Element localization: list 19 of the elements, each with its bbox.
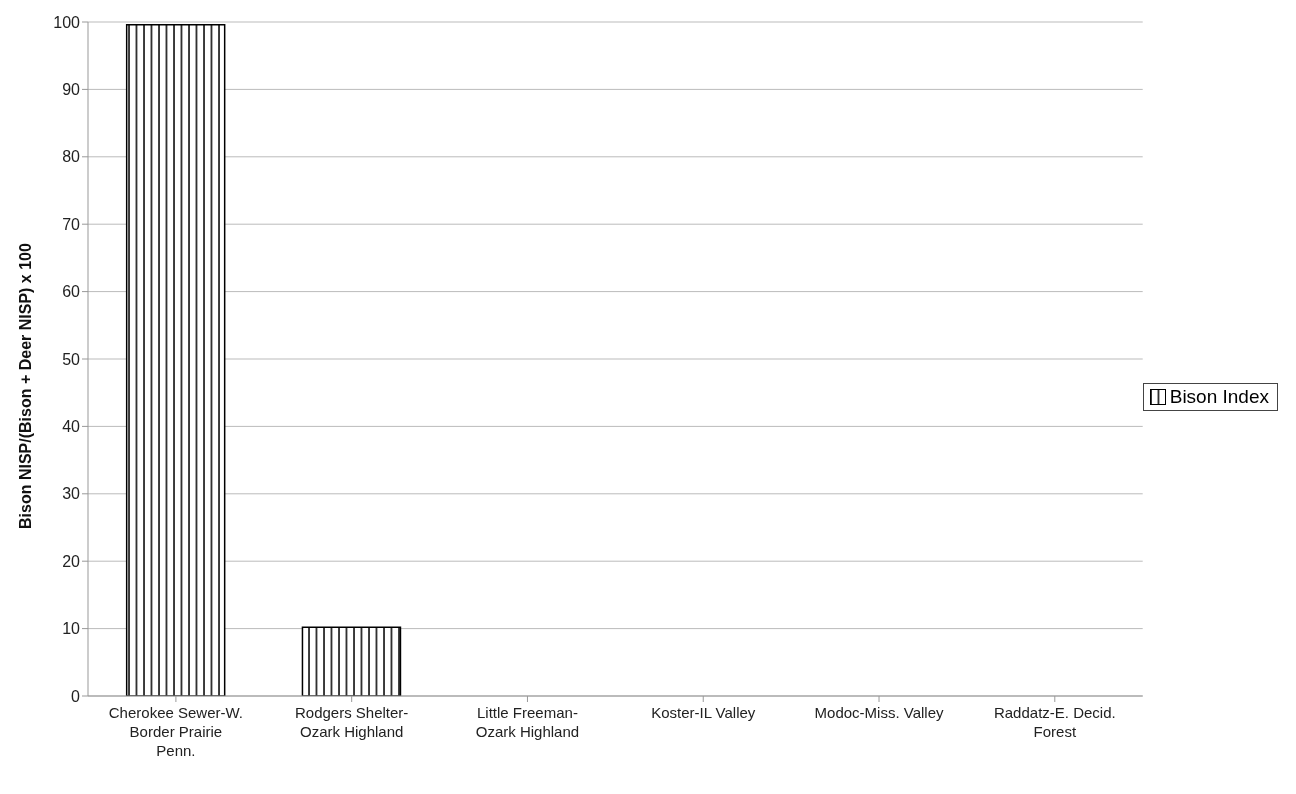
- y-tick-label: 30: [62, 485, 81, 503]
- y-axis-title: Bison NISP/(Bison + Deer NISP) x 100: [16, 243, 34, 529]
- y-tick-label: 50: [62, 350, 81, 368]
- y-tick-label: 90: [62, 81, 81, 99]
- y-tick-label: 40: [62, 418, 81, 436]
- x-tick-label: Koster-IL Valley: [651, 704, 756, 721]
- y-tick-label: 20: [62, 552, 81, 570]
- y-tick-label: 100: [53, 13, 81, 31]
- legend-label: Bison Index: [1168, 386, 1269, 408]
- x-tick-label: Modoc-Miss. Valley: [814, 704, 944, 721]
- y-tick-label: 80: [62, 148, 81, 166]
- y-tick-label: 0: [71, 687, 81, 705]
- y-tick-label: 70: [62, 215, 81, 233]
- y-tick-label: 10: [62, 620, 81, 638]
- x-tick-label: Cherokee Sewer-W. Border Prairie Penn.: [108, 704, 243, 759]
- x-tick-label: Raddatz-E. Decid. Forest: [993, 704, 1116, 740]
- x-tick-label: Little Freeman-Ozark Highland: [475, 704, 580, 740]
- x-tick-label: Rodgers Shelter-Ozark Highland: [294, 704, 409, 740]
- y-tick-label: 60: [62, 283, 81, 301]
